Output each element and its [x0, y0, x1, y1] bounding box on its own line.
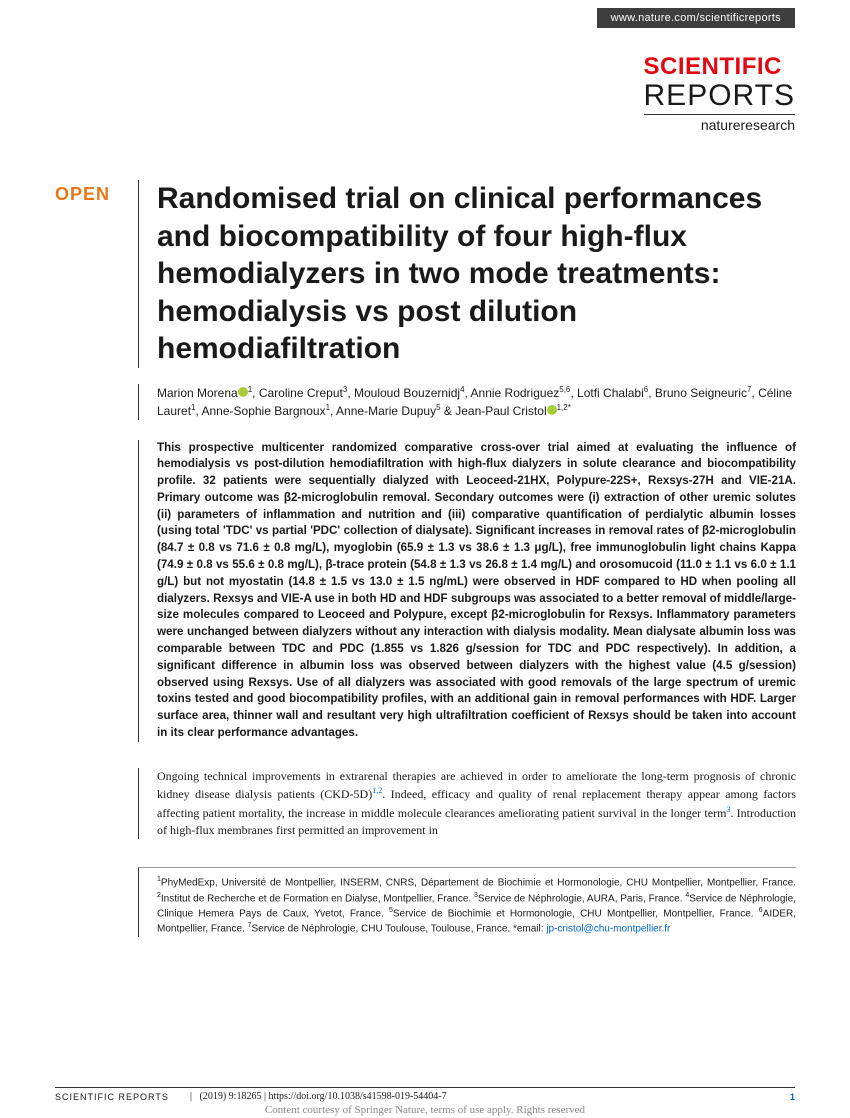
page-number: 1 [790, 1092, 795, 1102]
logo-line1: SCIENTIFIC [644, 55, 795, 79]
article-abstract: This prospective multicenter randomized … [138, 440, 796, 742]
logo-line2: REPORTS [644, 79, 795, 115]
orcid-icon [547, 405, 557, 415]
author-affiliations: 1PhyMedExp, Université de Montpellier, I… [138, 867, 796, 936]
article-intro: Ongoing technical improvements in extrar… [138, 768, 796, 840]
affil-text: Institut de Recherche et de Formation en… [161, 893, 474, 904]
article-content: Randomised trial on clinical performance… [138, 180, 796, 937]
citation-ref[interactable]: 1,2 [372, 786, 382, 795]
footer-citation: | (2019) 9:18265 | https://doi.org/10.10… [190, 1091, 447, 1102]
orcid-icon [238, 387, 248, 397]
rights-notice: Content courtesy of Springer Nature, ter… [0, 1104, 850, 1116]
journal-logo: SCIENTIFIC REPORTS natureresearch [644, 55, 795, 133]
affil-text: Service de Biochimie et Hormonologie, CH… [393, 908, 759, 919]
logo-subbrand: natureresearch [644, 117, 795, 133]
corresponding-email[interactable]: jp-cristol@chu-montpellier.fr [546, 924, 670, 935]
affil-text: Service de Néphrologie, AURA, Paris, Fra… [478, 893, 685, 904]
journal-url: www.nature.com/scientificreports [597, 8, 795, 28]
footer-journal: SCIENTIFIC REPORTS [55, 1092, 169, 1102]
affil-text: PhyMedExp, Université de Montpellier, IN… [161, 878, 796, 889]
open-access-badge: OPEN [55, 184, 110, 205]
affil-text: Service de Néphrologie, CHU Toulouse, To… [252, 924, 547, 935]
article-title: Randomised trial on clinical performance… [138, 180, 796, 368]
author-list: Marion Morena1, Caroline Creput3, Moulou… [138, 384, 796, 420]
